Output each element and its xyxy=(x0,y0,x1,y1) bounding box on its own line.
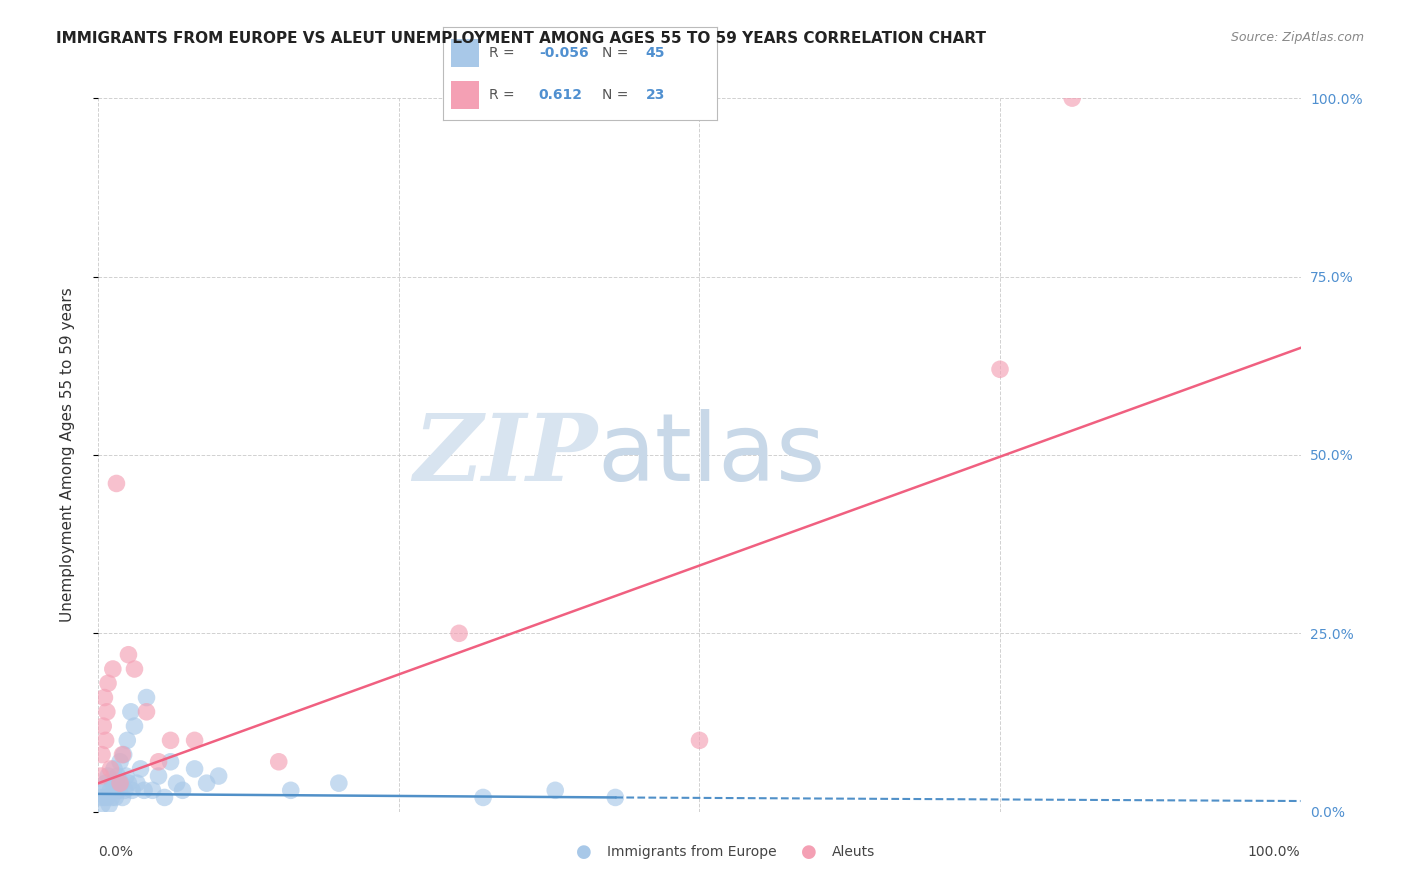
Point xyxy=(100,790,122,805)
Point xyxy=(183,762,205,776)
Point xyxy=(121,783,143,797)
Point xyxy=(689,733,711,747)
Text: N =: N = xyxy=(602,88,633,102)
Point xyxy=(101,662,124,676)
Bar xyxy=(451,39,478,67)
Point xyxy=(117,776,139,790)
Point xyxy=(605,790,627,805)
Point xyxy=(107,769,129,783)
Point xyxy=(183,733,205,747)
Point xyxy=(96,705,118,719)
Point xyxy=(114,783,136,797)
Point xyxy=(159,733,181,747)
Text: ●: ● xyxy=(800,843,817,861)
Point xyxy=(135,705,157,719)
Point xyxy=(103,762,125,776)
Point xyxy=(91,719,114,733)
Point xyxy=(91,783,114,797)
Point xyxy=(93,790,115,805)
Point xyxy=(93,690,115,705)
Point xyxy=(104,790,127,805)
Point xyxy=(110,776,132,790)
Point xyxy=(97,769,120,783)
Text: N =: N = xyxy=(602,46,633,60)
Point xyxy=(100,783,122,797)
Point xyxy=(195,776,218,790)
Text: -0.056: -0.056 xyxy=(538,46,589,60)
Point xyxy=(172,783,194,797)
Text: R =: R = xyxy=(489,88,519,102)
Text: Aleuts: Aleuts xyxy=(832,845,876,859)
Point xyxy=(208,769,231,783)
Point xyxy=(96,790,118,805)
Text: Immigrants from Europe: Immigrants from Europe xyxy=(607,845,778,859)
Point xyxy=(105,476,128,491)
Point xyxy=(94,776,117,790)
Text: IMMIGRANTS FROM EUROPE VS ALEUT UNEMPLOYMENT AMONG AGES 55 TO 59 YEARS CORRELATI: IMMIGRANTS FROM EUROPE VS ALEUT UNEMPLOY… xyxy=(56,31,986,46)
Point xyxy=(108,755,131,769)
Point xyxy=(132,783,155,797)
Point xyxy=(141,783,163,797)
Point xyxy=(100,762,122,776)
Text: 100.0%: 100.0% xyxy=(1249,845,1301,859)
Point xyxy=(111,790,134,805)
Text: Source: ZipAtlas.com: Source: ZipAtlas.com xyxy=(1230,31,1364,45)
Point xyxy=(472,790,495,805)
Text: 0.0%: 0.0% xyxy=(98,845,134,859)
Bar xyxy=(451,81,478,109)
Text: atlas: atlas xyxy=(598,409,825,501)
Point xyxy=(120,705,142,719)
Point xyxy=(1062,91,1084,105)
Text: 0.612: 0.612 xyxy=(538,88,583,102)
Point xyxy=(117,733,139,747)
Point xyxy=(108,776,131,790)
Point xyxy=(153,790,176,805)
Point xyxy=(544,783,567,797)
Point xyxy=(90,790,112,805)
Point xyxy=(117,648,139,662)
Text: ●: ● xyxy=(575,843,592,861)
Point xyxy=(447,626,470,640)
Point xyxy=(115,769,138,783)
Point xyxy=(988,362,1011,376)
Text: 45: 45 xyxy=(645,46,665,60)
Point xyxy=(159,755,181,769)
Point xyxy=(105,783,128,797)
Text: R =: R = xyxy=(489,46,519,60)
Point xyxy=(125,776,148,790)
Point xyxy=(328,776,350,790)
Point xyxy=(90,769,112,783)
Point xyxy=(91,797,114,812)
Point xyxy=(267,755,290,769)
Text: 23: 23 xyxy=(645,88,665,102)
Point xyxy=(94,733,117,747)
Point xyxy=(148,755,170,769)
Point xyxy=(111,747,134,762)
Point xyxy=(108,783,131,797)
Point xyxy=(101,776,124,790)
Point xyxy=(148,769,170,783)
Point xyxy=(124,719,146,733)
Point xyxy=(135,690,157,705)
Point xyxy=(166,776,188,790)
Point xyxy=(97,676,120,690)
Text: ZIP: ZIP xyxy=(413,410,598,500)
Point xyxy=(129,762,152,776)
Point xyxy=(280,783,302,797)
Point xyxy=(98,797,121,812)
Point xyxy=(91,747,114,762)
Point xyxy=(112,747,135,762)
Point xyxy=(124,662,146,676)
Y-axis label: Unemployment Among Ages 55 to 59 years: Unemployment Among Ages 55 to 59 years xyxy=(60,287,75,623)
